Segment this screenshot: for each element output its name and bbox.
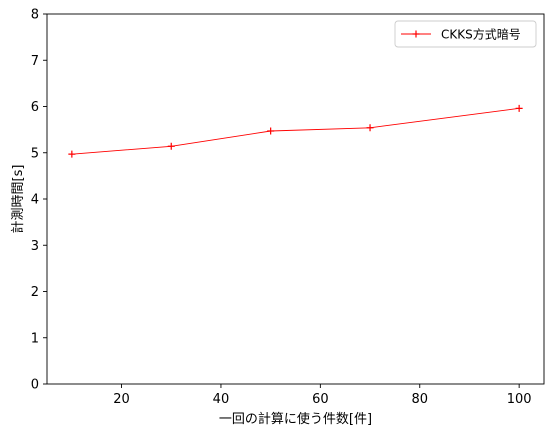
y-tick-label: 6 [31,100,39,115]
x-tick-label: 40 [213,392,230,407]
legend-marker-plus [412,30,420,38]
y-tick-label: 7 [31,54,39,69]
x-tick-label: 20 [113,392,130,407]
y-tick-label: 0 [31,378,39,393]
data-point [366,124,374,132]
x-axis-label: 一回の計算に使う件数[件] [219,411,372,427]
x-tick-label: 60 [312,392,329,407]
y-tick-label: 5 [31,146,39,161]
y-tick-label: 3 [31,239,39,254]
data-point [515,104,523,112]
series-line [71,107,520,155]
data-point [68,150,76,158]
data-point [167,142,175,150]
y-tick-label: 4 [31,193,39,208]
legend: CKKS方式暗号 [394,20,537,48]
series-layer [68,104,523,158]
y-tick-label: 8 [31,8,39,23]
y-tick-label: 1 [31,331,39,346]
legend-box [394,20,537,48]
x-tick-label: 80 [411,392,428,407]
legend-label-ckks: CKKS方式暗号 [441,27,521,42]
data-point [267,127,275,135]
axis-ticks: 20 40 60 80 100 0 1 2 3 4 5 6 7 8 [31,8,532,408]
y-tick-label: 2 [31,285,39,300]
plot-area [46,13,545,385]
y-axis-label: 計測時間[s] [10,165,26,234]
x-tick-label: 100 [507,392,532,407]
